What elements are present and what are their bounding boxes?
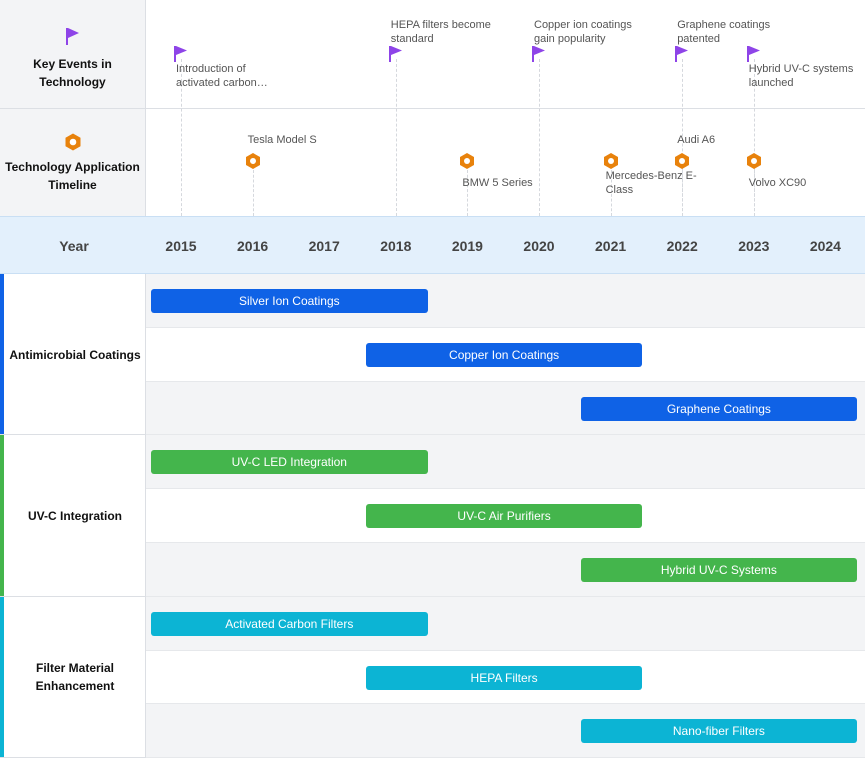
application-hexagon-marker[interactable] [602, 152, 620, 170]
flag-icon [63, 25, 83, 47]
lane-column-divider [145, 0, 146, 216]
events-lane-title: Key Events in Technology [23, 55, 123, 91]
apps-lane-title: Technology Application Timeline [0, 158, 145, 194]
gantt-bar[interactable]: UV-C Air Purifiers [366, 504, 643, 528]
application-label: Mercedes-Benz E-Class [606, 169, 698, 197]
application-guide-line [682, 170, 683, 216]
application-label: BMW 5 Series [462, 176, 562, 190]
year-tick-label: 2023 [737, 238, 771, 254]
event-flag-marker[interactable] [746, 45, 762, 63]
group-color-strip [0, 597, 4, 758]
gantt-bar[interactable]: Graphene Coatings [581, 397, 858, 421]
event-guide-line [539, 59, 540, 216]
application-hexagon-marker[interactable] [745, 152, 763, 170]
year-tick-label: 2017 [307, 238, 341, 254]
event-flag-marker[interactable] [173, 45, 189, 63]
year-tick-label: 2018 [379, 238, 413, 254]
event-label: Introduction of activated carbon… [176, 62, 286, 90]
application-label: Volvo XC90 [749, 176, 849, 190]
gantt-bar[interactable]: HEPA Filters [366, 666, 643, 690]
event-flag-marker[interactable] [531, 45, 547, 63]
events-lane-label: Key Events in Technology [0, 0, 145, 108]
group-color-strip [0, 435, 4, 596]
hexagon-icon [63, 132, 83, 152]
event-label: Hybrid UV-C systems launched [749, 62, 859, 90]
year-tick-label: 2015 [164, 238, 198, 254]
group-label: UV-C Integration [4, 435, 146, 596]
event-label: Graphene coatings patented [677, 18, 787, 46]
gantt-bar[interactable]: Hybrid UV-C Systems [581, 558, 858, 582]
year-tick-label: 2020 [522, 238, 556, 254]
year-tick-label: 2024 [808, 238, 842, 254]
application-hexagon-marker[interactable] [673, 152, 691, 170]
event-flag-marker[interactable] [674, 45, 690, 63]
application-label: Audi A6 [677, 133, 777, 147]
year-header-label: Year [0, 238, 148, 254]
gantt-bar[interactable]: Activated Carbon Filters [151, 612, 428, 636]
gantt-bar[interactable]: UV-C LED Integration [151, 450, 428, 474]
application-guide-line [253, 170, 254, 216]
group-label: Filter Material Enhancement [4, 597, 146, 758]
application-hexagon-marker[interactable] [458, 152, 476, 170]
event-guide-line [396, 59, 397, 216]
application-hexagon-marker[interactable] [244, 152, 262, 170]
group-label: Antimicrobial Coatings [4, 274, 146, 435]
apps-lane-label: Technology Application Timeline [0, 109, 145, 216]
gantt-bar[interactable]: Silver Ion Coatings [151, 289, 428, 313]
group-color-strip [0, 274, 4, 435]
event-label: HEPA filters become standard [391, 18, 501, 46]
year-tick-label: 2016 [236, 238, 270, 254]
gantt-bar[interactable]: Copper Ion Coatings [366, 343, 643, 367]
gantt-bar[interactable]: Nano-fiber Filters [581, 719, 858, 743]
application-label: Tesla Model S [248, 133, 348, 147]
year-tick-label: 2019 [450, 238, 484, 254]
year-tick-label: 2022 [665, 238, 699, 254]
event-flag-marker[interactable] [388, 45, 404, 63]
year-tick-label: 2021 [594, 238, 628, 254]
event-label: Copper ion coatings gain popularity [534, 18, 644, 46]
